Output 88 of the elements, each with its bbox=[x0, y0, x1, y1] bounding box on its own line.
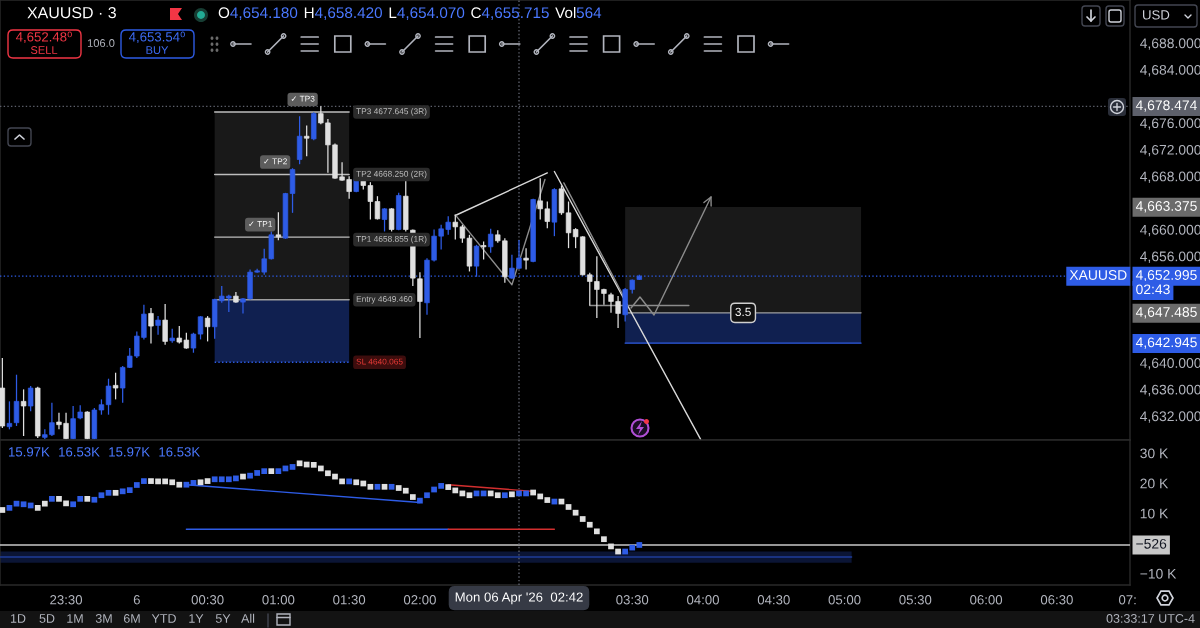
candlestick bbox=[204, 315, 211, 343]
text: 1Y bbox=[189, 614, 204, 623]
x-tick-label: 04:00 bbox=[687, 595, 719, 605]
x-tick-label: 05:30 bbox=[899, 595, 932, 605]
text: 3M bbox=[95, 614, 112, 623]
annotation: ✓ TP1 bbox=[249, 221, 272, 227]
chart-title: XAUUSD · 3 bbox=[27, 6, 116, 19]
candlestick bbox=[148, 307, 154, 345]
ref-line-label: Mon 06 Apr '26 02:42 bbox=[455, 592, 583, 605]
x-tick-label: 01:30 bbox=[333, 595, 366, 605]
x-tick-label: 6 bbox=[133, 595, 140, 605]
ref-line-label: 4,678.474 bbox=[1135, 100, 1197, 112]
y-tick-label: 4,656.000 bbox=[1140, 251, 1200, 263]
candlestick bbox=[523, 247, 529, 271]
y-tick-label: 4,672.000 bbox=[1140, 144, 1200, 157]
text: USD bbox=[1143, 10, 1170, 20]
y-tick-label: 4,676.000 bbox=[1140, 118, 1200, 130]
candlestick bbox=[105, 378, 112, 416]
text: 6M bbox=[123, 614, 140, 623]
y-tick-label: −10 K bbox=[1140, 568, 1177, 579]
annotation: 106.0 bbox=[87, 39, 115, 47]
y-tick-label: 4,688.000 bbox=[1140, 38, 1200, 50]
candlestick bbox=[13, 374, 20, 427]
y-tick-label: 4,632.000 bbox=[1140, 411, 1200, 423]
candlestick bbox=[275, 211, 282, 241]
y-tick-label: 4,684.000 bbox=[1140, 64, 1200, 77]
text: 02:43 bbox=[1136, 284, 1170, 295]
x-tick-label: 06:00 bbox=[970, 595, 1003, 605]
text: 5D bbox=[39, 614, 55, 623]
annotation: 15.97K bbox=[9, 447, 50, 457]
annotation: TP1 4658.855 (1R) bbox=[356, 235, 427, 244]
candlestick bbox=[381, 207, 388, 233]
annotation: XAUUSD bbox=[1069, 270, 1127, 280]
y-tick-label: 30 K bbox=[1140, 448, 1169, 459]
y-tick-label: 4,668.000 bbox=[1140, 171, 1200, 184]
x-tick-label: 00:30 bbox=[191, 595, 224, 605]
text: 03:33:17 UTC-4 bbox=[1106, 614, 1195, 623]
candlestick bbox=[197, 315, 204, 341]
text: 5Y bbox=[215, 614, 231, 623]
ref-line-label: 4,652.995 bbox=[1135, 270, 1197, 282]
text: 1D bbox=[10, 614, 26, 623]
text: O4,654.180 H4,658.420 L4,654.070 C4,655.715 Vol564 bbox=[218, 6, 602, 20]
annotation: BUY bbox=[146, 46, 169, 54]
annotation: 15.97K bbox=[109, 447, 150, 457]
candlestick bbox=[20, 388, 27, 437]
ref-line-label: −526 bbox=[1136, 538, 1167, 549]
annotation: 16.53K bbox=[59, 447, 100, 457]
annotation: ✓ TP2 bbox=[264, 158, 287, 165]
candlestick bbox=[296, 115, 303, 165]
x-tick-label: 23:30 bbox=[50, 595, 83, 605]
candlestick bbox=[155, 315, 161, 336]
text: 4,642.945 bbox=[1135, 337, 1197, 349]
text: YTD bbox=[151, 614, 176, 623]
annotation: TP3 4677.645 (3R) bbox=[356, 108, 427, 116]
x-tick-label: 02:00 bbox=[403, 595, 436, 605]
annotation: 3.5 bbox=[735, 307, 751, 317]
annotation: 16.53K bbox=[159, 447, 201, 457]
annotation: SL 4640.065 bbox=[356, 358, 403, 365]
candlestick bbox=[388, 207, 395, 233]
candlestick bbox=[488, 228, 494, 254]
candlestick bbox=[27, 385, 34, 412]
y-tick-label: 4,660.000 bbox=[1140, 224, 1200, 237]
y-tick-label: 4,636.000 bbox=[1140, 384, 1200, 397]
annotation: SELL bbox=[30, 46, 58, 54]
y-tick-label: 10 K bbox=[1140, 508, 1169, 519]
candlestick bbox=[112, 372, 119, 400]
text: 1M bbox=[67, 614, 83, 623]
candlestick bbox=[289, 167, 296, 214]
candlestick bbox=[304, 124, 310, 157]
candlestick bbox=[162, 303, 168, 346]
text: 4,663.375 bbox=[1135, 201, 1197, 213]
x-tick-label: 06:30 bbox=[1040, 595, 1073, 605]
candlestick bbox=[6, 400, 13, 430]
x-tick-label: 01:00 bbox=[262, 595, 295, 605]
x-tick-label: 03:30 bbox=[616, 595, 649, 605]
annotation: ✓ TP3 bbox=[291, 95, 315, 102]
y-tick-label: 4,640.000 bbox=[1140, 358, 1200, 370]
candlestick bbox=[558, 184, 565, 216]
annotation: Entry 4649.460 bbox=[356, 296, 413, 304]
annotation: 4,652.48⁰ bbox=[15, 31, 72, 44]
x-tick-label: 04:30 bbox=[757, 595, 790, 605]
text: All bbox=[241, 613, 255, 623]
annotation: TP2 4668.250 (2R) bbox=[356, 170, 427, 179]
text: 4,647.485 bbox=[1135, 307, 1197, 319]
x-tick-label: 05:00 bbox=[828, 595, 861, 605]
x-tick-label: 07: bbox=[1118, 595, 1136, 605]
annotation: 4,653.54⁰ bbox=[128, 31, 185, 44]
y-tick-label: 20 K bbox=[1140, 478, 1169, 489]
